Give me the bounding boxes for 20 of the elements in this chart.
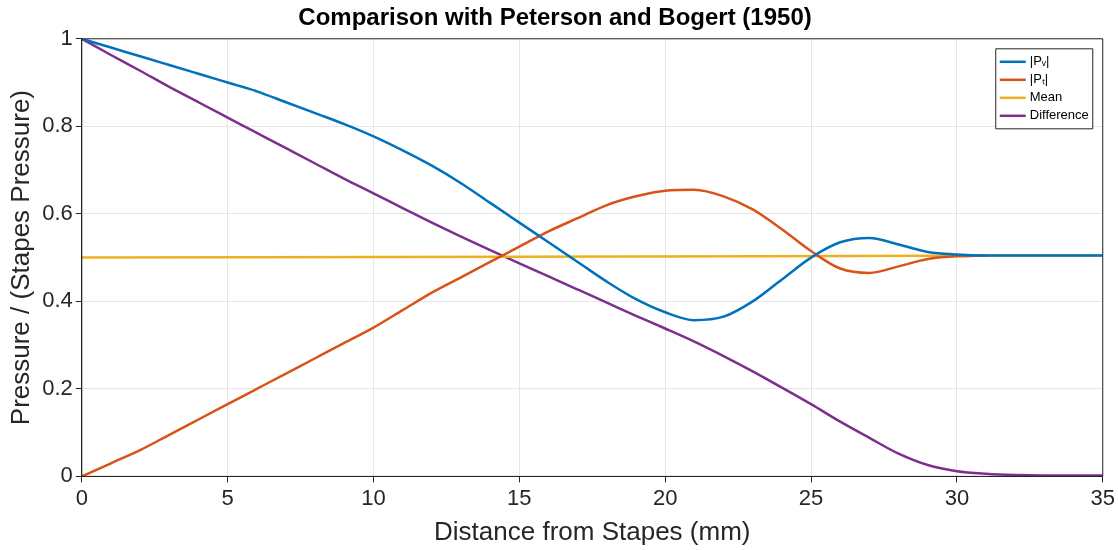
y-tick-label: 0.4 (42, 287, 73, 313)
x-tick-label: 15 (507, 484, 532, 510)
legend-label: Difference (1029, 107, 1089, 123)
y-tick-label: 1 (60, 24, 73, 50)
x-tick-label: 30 (944, 484, 970, 510)
x-tick-label: 10 (361, 484, 386, 510)
y-tick-label: 0.2 (42, 374, 73, 400)
y-axis-title: Pressure / (Stapes Pressure) (4, 89, 35, 426)
x-axis-title: Distance from Stapes (mm) (434, 515, 751, 546)
legend-label: Mean (1029, 89, 1063, 105)
x-tick-label: 25 (798, 484, 824, 510)
y-tick-label: 0.6 (42, 199, 73, 225)
y-tick-label: 0.8 (42, 112, 73, 138)
x-tick-label: 5 (221, 484, 234, 510)
chart-title: Comparison with Peterson and Bogert (1950) (298, 3, 812, 31)
legend-label: |Pᵥ| (1029, 53, 1050, 69)
legend-label: |Pₜ| (1029, 71, 1049, 87)
y-tick-label: 0 (60, 462, 73, 488)
x-tick-label: 35 (1090, 484, 1116, 510)
x-tick-label: 20 (652, 484, 678, 510)
